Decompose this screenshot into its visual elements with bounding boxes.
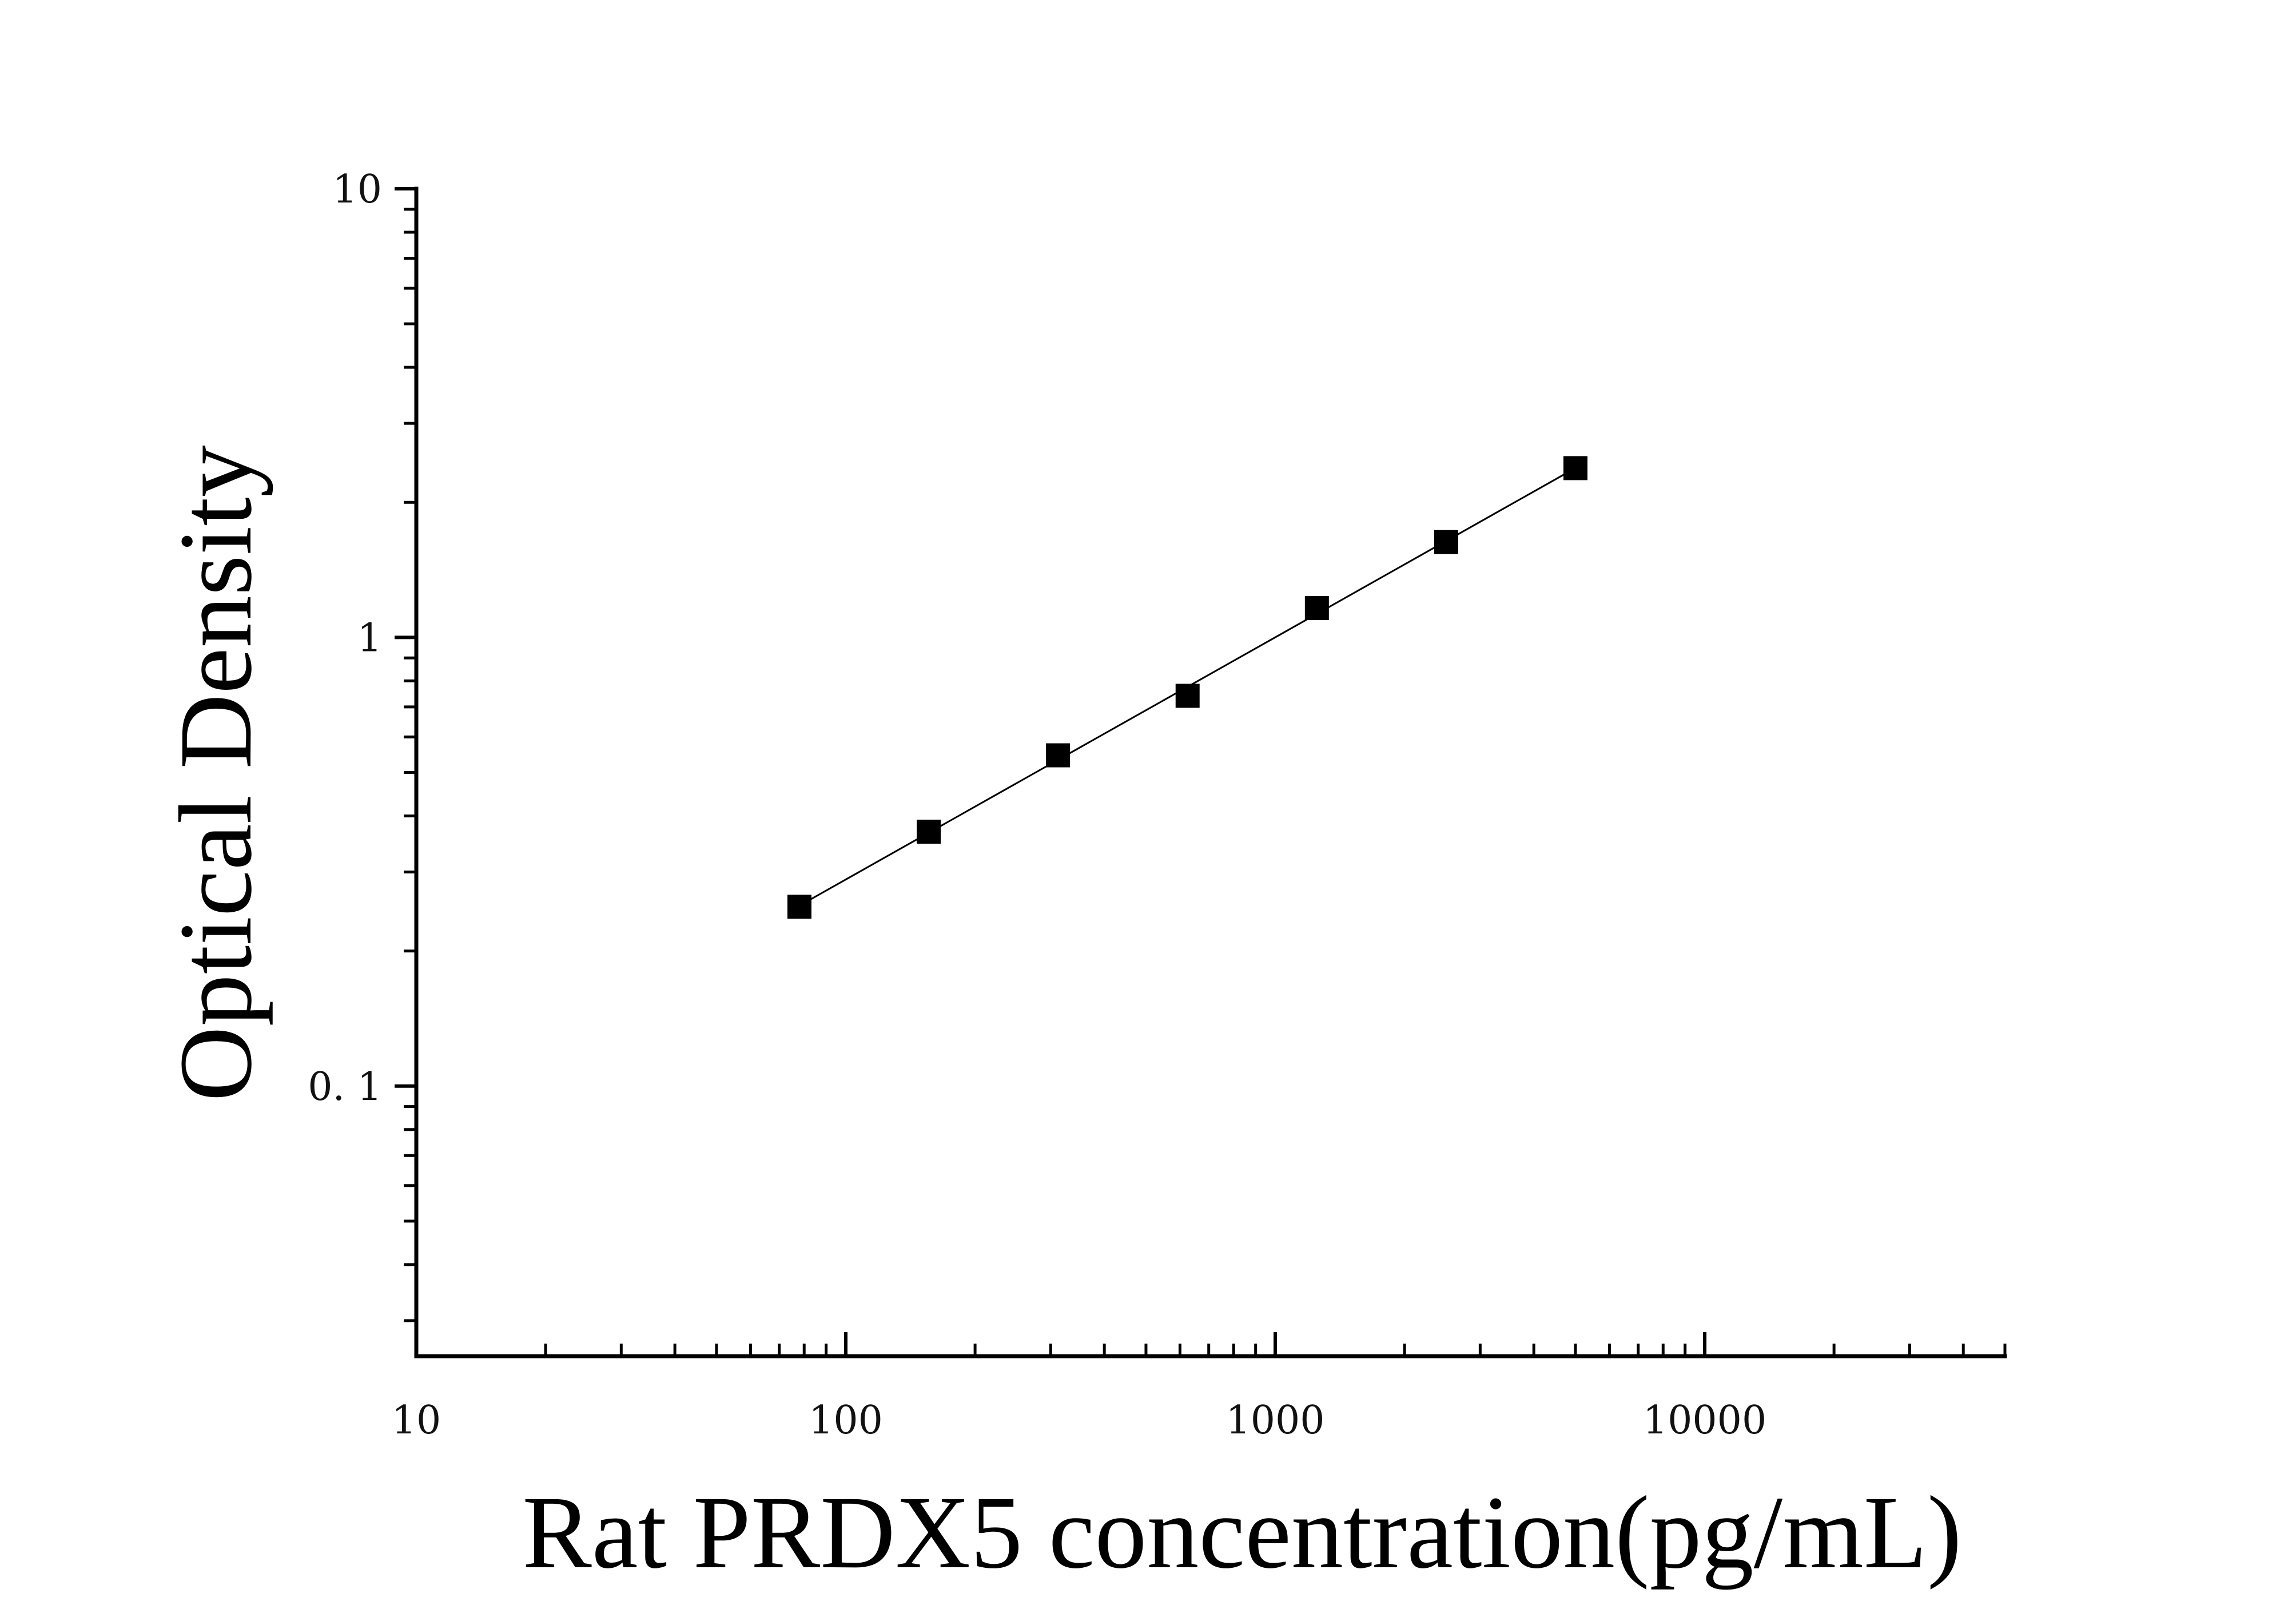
data-point-marker [1563,456,1587,480]
data-point-marker [1046,743,1071,768]
data-point-marker [917,819,941,844]
data-point-marker [1434,530,1458,554]
data-point-marker [1304,595,1329,620]
axes: 10 1 0. 1 10 100 1000 10000 [308,167,2007,1443]
x-tick-label: 10000 [1643,1398,1766,1443]
series-layer [787,456,1587,919]
x-tick-label: 1000 [1226,1398,1325,1443]
y-axis-ticks: 10 1 0. 1 [308,167,416,1322]
data-point-marker [1175,684,1200,708]
y-tick-label: 0. 1 [308,1064,382,1110]
y-tick-label: 10 [332,167,382,212]
data-point-marker [787,895,811,919]
y-tick-label: 1 [357,615,382,661]
x-tick-label: 10 [392,1398,441,1443]
y-axis-title: Optical Density [158,445,273,1101]
x-axis-title: Rat PRDX5 concentration(pg/mL) [522,1475,1961,1590]
x-tick-label: 100 [809,1398,883,1443]
x-axis-ticks: 10 100 1000 10000 [392,1332,2007,1443]
